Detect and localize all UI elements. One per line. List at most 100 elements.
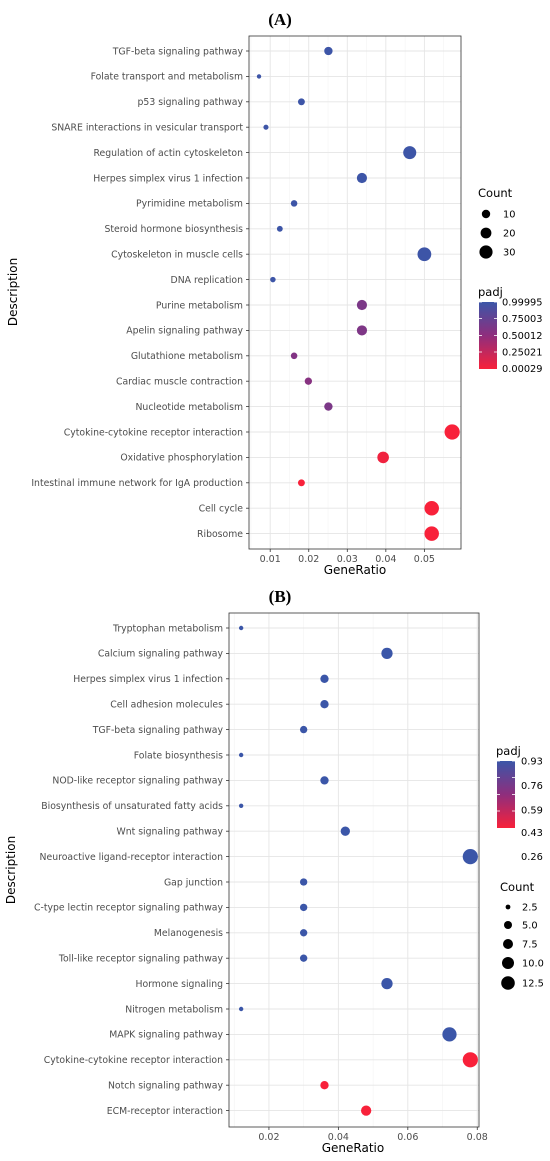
- data-point: [263, 124, 269, 130]
- panel-b: (B) Tryptophan metabolism Calcium signali…: [4, 587, 544, 1155]
- category-label: C-type lectin receptor signaling pathway: [34, 903, 224, 914]
- category-label: Cytoskeleton in muscle cells: [111, 250, 243, 261]
- data-point: [381, 977, 393, 990]
- panel-b-grid: [229, 613, 479, 1127]
- category-label: Glutathione metabolism: [131, 351, 243, 362]
- panel-b-padj-colorbar: [497, 761, 515, 828]
- panel-a-padj-legend: padj 0.99995 0.75003 0.50012 0.25021 0.0…: [478, 285, 543, 375]
- category-label: Cell adhesion molecules: [110, 700, 223, 711]
- category-label: NOD-like receptor signaling pathway: [52, 776, 223, 787]
- panel-b-x-ticks: 0.02 0.04 0.06 0.08: [258, 1127, 488, 1143]
- panel-b-count-legend-dot-2: [504, 921, 512, 929]
- category-label: Cell cycle: [199, 504, 244, 515]
- x-tick-label: 0.05: [414, 554, 435, 565]
- data-point: [290, 200, 298, 207]
- category-label: Nucleotide metabolism: [135, 402, 243, 413]
- panel-a-plot-border: [248, 35, 462, 550]
- category-label: Notch signaling pathway: [108, 1081, 224, 1092]
- x-tick-label: 0.08: [467, 1132, 488, 1143]
- data-point: [299, 725, 308, 734]
- data-point: [320, 1081, 329, 1090]
- panel-b-count-legend-title: Count: [500, 880, 535, 894]
- panel-b-count-legend: Count 2.5 5.0 7.5 10.0 12.5: [500, 880, 544, 990]
- data-point: [238, 625, 244, 631]
- data-point: [356, 172, 368, 184]
- panel-b-title: (B): [269, 587, 292, 606]
- panel-b-y-axis-title: Description: [4, 836, 18, 904]
- panel-a-count-legend: Count 10 20 30: [478, 186, 515, 259]
- data-point: [424, 500, 439, 516]
- data-point: [320, 674, 329, 683]
- panel-b-padj-label-5: 0.26: [521, 852, 543, 863]
- panel-b-count-legend-label-5: 12.5: [522, 979, 544, 990]
- data-point: [442, 1027, 457, 1042]
- panel-b-count-legend-dot-1: [505, 904, 511, 910]
- data-point: [403, 146, 417, 160]
- category-label: Pyrimidine metabolism: [136, 199, 243, 210]
- category-label: ECM-receptor interaction: [107, 1106, 223, 1117]
- data-point: [424, 526, 439, 541]
- category-label: Hormone signaling: [135, 979, 223, 990]
- data-point: [290, 352, 298, 360]
- panel-a-padj-label-4: 0.25021: [502, 348, 543, 359]
- panel-a-padj-label-3: 0.50012: [502, 331, 543, 342]
- data-point: [299, 878, 308, 886]
- category-label: Melanogenesis: [154, 928, 223, 939]
- panel-b-x-axis-title: GeneRatio: [322, 1141, 384, 1155]
- panel-a-count-legend-dot-3: [479, 245, 493, 259]
- category-label: Apelin signaling pathway: [126, 326, 243, 337]
- data-point: [238, 803, 244, 808]
- panel-a-count-legend-dot-1: [481, 209, 491, 219]
- data-point: [340, 826, 350, 836]
- category-label: Intestinal immune network for IgA produc…: [31, 478, 243, 489]
- data-point: [444, 424, 460, 440]
- panel-a-count-legend-label-2: 20: [503, 229, 515, 240]
- panel-a-padj-colorbar: [479, 302, 497, 369]
- category-label: Steroid hormone biosynthesis: [105, 224, 244, 235]
- x-tick-label: 0.04: [328, 1132, 349, 1143]
- category-label: Toll-like receptor signaling pathway: [58, 954, 224, 965]
- panel-b-count-legend-dot-5: [501, 976, 515, 990]
- data-point: [361, 1105, 372, 1116]
- panel-b-count-legend-label-1: 2.5: [522, 903, 538, 914]
- category-label: p53 signaling pathway: [138, 97, 244, 108]
- panel-b-padj-legend-title: padj: [496, 744, 521, 758]
- data-point: [238, 1006, 244, 1012]
- panel-b-category-labels: Tryptophan metabolism Calcium signaling p…: [34, 623, 229, 1117]
- category-label: Tryptophan metabolism: [112, 623, 223, 634]
- data-point: [377, 451, 389, 464]
- category-label: MAPK signaling pathway: [109, 1030, 223, 1041]
- panel-b-count-legend-label-4: 10.0: [522, 959, 544, 970]
- data-point: [256, 74, 262, 79]
- panel-a-padj-legend-title: padj: [478, 285, 503, 299]
- category-label: Gap junction: [164, 877, 223, 888]
- category-label: TGF-beta signaling pathway: [92, 725, 224, 736]
- category-label: Herpes simplex virus 1 infection: [73, 674, 223, 685]
- category-label: SNARE interactions in vesicular transpor…: [51, 123, 243, 134]
- data-point: [356, 325, 368, 336]
- x-tick-label: 0.04: [375, 554, 396, 565]
- panel-a: (A) TGF-beta signaling pathway Folate tra…: [6, 10, 543, 577]
- panel-a-padj-label-5: 0.00029: [502, 364, 543, 375]
- category-label: Cytokine-cytokine receptor interaction: [64, 427, 243, 438]
- category-label: Ribosome: [197, 529, 243, 540]
- panel-b-count-legend-dot-4: [502, 957, 514, 969]
- data-point: [299, 954, 308, 962]
- category-label: Neuroactive ligand-receptor interaction: [40, 852, 224, 863]
- x-tick-label: 0.06: [397, 1132, 418, 1143]
- category-label: DNA replication: [171, 275, 244, 286]
- data-point: [238, 752, 244, 758]
- data-point: [324, 402, 333, 411]
- category-label: TGF-beta signaling pathway: [112, 46, 244, 57]
- category-label: Nitrogen metabolism: [125, 1004, 223, 1015]
- data-point: [320, 700, 329, 709]
- panel-b-count-legend-label-3: 7.5: [522, 940, 538, 951]
- data-point: [299, 929, 308, 937]
- category-label: Herpes simplex virus 1 infection: [93, 173, 243, 184]
- data-point: [381, 647, 393, 660]
- panel-b-points: [238, 625, 478, 1116]
- data-point: [297, 98, 305, 106]
- data-point: [276, 225, 283, 232]
- category-label: Purine metabolism: [156, 300, 243, 311]
- x-tick-label: 0.01: [260, 554, 281, 565]
